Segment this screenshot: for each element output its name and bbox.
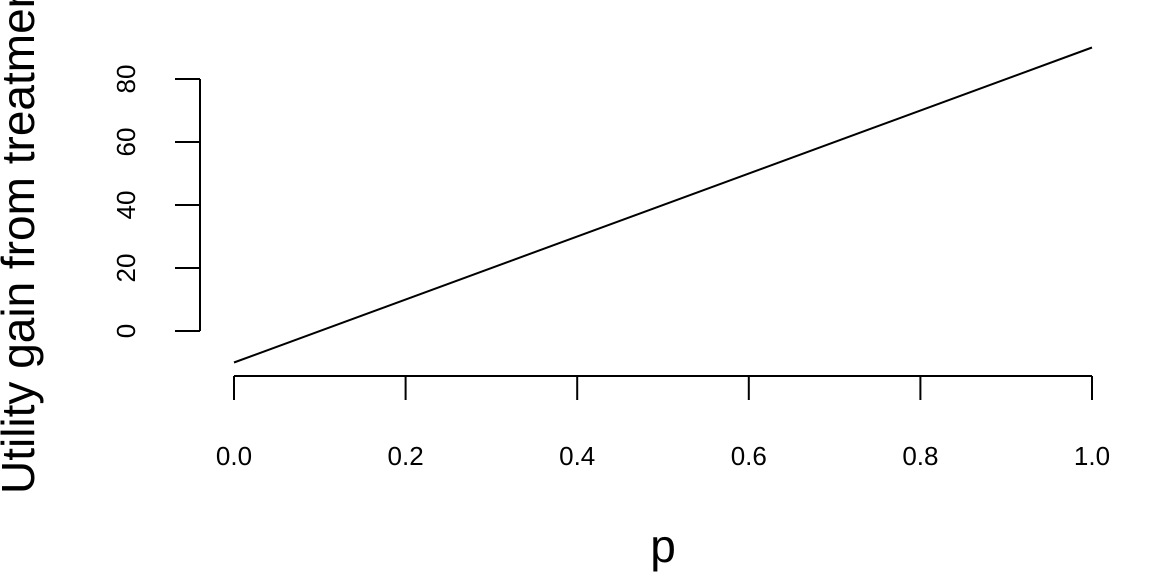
x-axis-title: p xyxy=(650,520,676,572)
x-tick-label: 0.8 xyxy=(902,441,938,471)
data-line xyxy=(233,46,1093,364)
y-tick-label: 40 xyxy=(111,191,141,220)
x-tick-label: 0.0 xyxy=(216,441,252,471)
y-tick-label: 20 xyxy=(111,254,141,283)
x-tick-label: 1.0 xyxy=(1074,441,1110,471)
y-tick-label: 0 xyxy=(111,324,141,338)
y-tick-label: 80 xyxy=(111,65,141,94)
x-tick-label: 0.2 xyxy=(388,441,424,471)
y-axis-title: Utility gain from treatment xyxy=(0,0,44,494)
x-tick-label: 0.6 xyxy=(731,441,767,471)
y-tick-label: 60 xyxy=(111,128,141,157)
x-tick-label: 0.4 xyxy=(559,441,595,471)
